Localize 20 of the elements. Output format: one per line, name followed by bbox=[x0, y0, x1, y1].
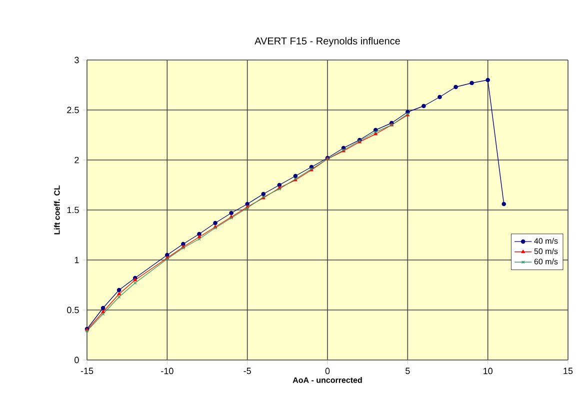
x-axis-title: AoA - uncorrected bbox=[292, 377, 362, 383]
x-tick-label: -10 bbox=[161, 368, 174, 374]
y-axis-title: Lift coeff. CL bbox=[54, 185, 60, 234]
x-tick-label: 5 bbox=[406, 368, 410, 374]
x-tick-label: 10 bbox=[484, 368, 492, 374]
y-tick-label: 2 bbox=[74, 156, 79, 164]
legend-label: 60 m/s bbox=[534, 258, 558, 264]
y-tick-label: 3 bbox=[74, 56, 79, 64]
x-tick-label: 0 bbox=[325, 368, 330, 374]
chart-title: AVERT F15 - Reynolds influence bbox=[254, 37, 400, 46]
y-tick-label: 0 bbox=[74, 356, 79, 364]
x-tick-label: -15 bbox=[80, 368, 94, 374]
y-tick-label: 0.5 bbox=[67, 306, 79, 314]
x-tick-label: -5 bbox=[244, 368, 251, 374]
legend-label: 40 m/s bbox=[534, 238, 558, 244]
y-tick-label: 1 bbox=[74, 256, 79, 264]
y-tick-label: 1.5 bbox=[67, 206, 79, 214]
y-tick-label: 2.5 bbox=[67, 106, 79, 114]
x-tick-label: 15 bbox=[564, 368, 573, 374]
legend-label: 50 m/s bbox=[534, 248, 558, 254]
